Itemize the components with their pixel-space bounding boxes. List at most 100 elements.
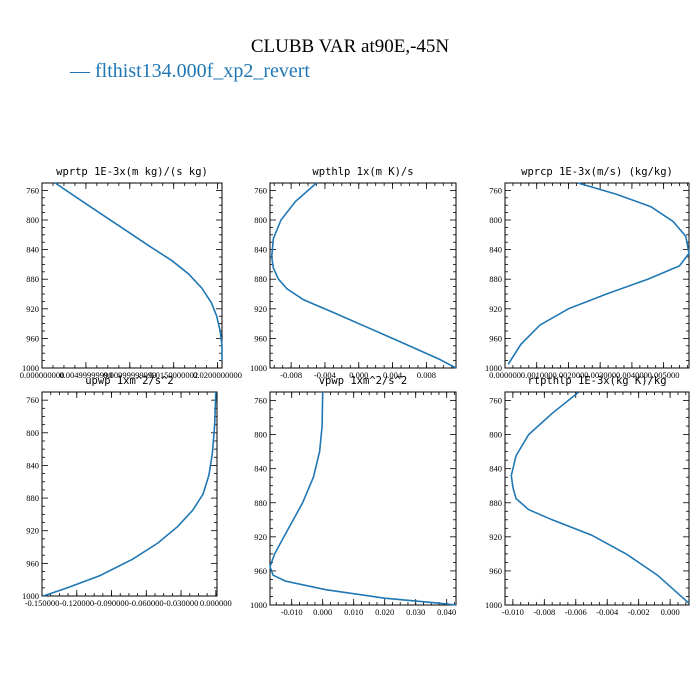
y-tick-label: 800 bbox=[489, 215, 502, 225]
y-tick-label: 760 bbox=[26, 395, 39, 405]
y-tick-label: 840 bbox=[489, 245, 502, 255]
series-line bbox=[54, 182, 223, 361]
legend-entry: — flthist134.000f_xp2_revert bbox=[70, 60, 310, 82]
x-tick-label: 0.040 bbox=[437, 607, 456, 617]
y-tick-label: 920 bbox=[254, 304, 267, 314]
x-tick-label: 0.000000000 bbox=[20, 370, 65, 380]
y-tick-label: 800 bbox=[26, 428, 39, 438]
x-tick-label: -0.008 bbox=[533, 607, 555, 617]
y-tick-label: 840 bbox=[254, 245, 267, 255]
x-tick-label: 0.020 bbox=[375, 607, 394, 617]
x-tick-label: 0.000 bbox=[313, 607, 332, 617]
panel-6: rtpthlp 1E-3x(kg K)/kg 760 800 840 880 920 960… bbox=[485, 375, 690, 617]
series-line bbox=[269, 391, 457, 606]
plot-frame bbox=[504, 182, 690, 369]
x-tick-label: 0.000 bbox=[349, 370, 368, 380]
y-tick-label: 800 bbox=[489, 430, 502, 440]
y-tick-label: 1000 bbox=[250, 600, 267, 610]
x-tick-label: -0.006 bbox=[565, 607, 587, 617]
y-tick-label: 800 bbox=[254, 215, 267, 225]
y-tick-label: 920 bbox=[254, 532, 267, 542]
panel-1: wprtp 1E-3x(m kg)/(s kg) 760 800 840 880 920 9… bbox=[20, 166, 242, 380]
panel-title: wpthlp 1x(m K)/s bbox=[312, 166, 413, 178]
panel-2: wpthlp 1x(m K)/s 760 800 840 880 920 960 1000 -0… bbox=[250, 166, 457, 380]
y-tick-label: 880 bbox=[26, 493, 39, 503]
x-tick-label: 0.001000 bbox=[521, 370, 553, 380]
y-tick-label: 880 bbox=[254, 498, 267, 508]
chart-title: CLUBB VAR at90E,-45N bbox=[250, 36, 450, 57]
series-line bbox=[507, 182, 690, 365]
y-tick-label: 800 bbox=[254, 430, 267, 440]
y-tick-label: 760 bbox=[254, 185, 267, 195]
x-tick-label: -0.010 bbox=[281, 607, 303, 617]
x-tick-label: 0.00499999990 bbox=[59, 370, 112, 380]
y-tick-label: 760 bbox=[489, 396, 502, 406]
y-tick-label: 920 bbox=[489, 532, 502, 542]
x-tick-label: 0.010 bbox=[344, 607, 363, 617]
x-tick-label: -0.090000 bbox=[94, 598, 129, 608]
panel-4: upwp 1xm^2/s^27608008408809209601000-0.1… bbox=[22, 375, 232, 608]
y-tick-label: 920 bbox=[26, 526, 39, 536]
panel-title: wprtp 1E-3x(m kg)/(s kg) bbox=[56, 166, 208, 178]
y-tick-label: 800 bbox=[26, 215, 39, 225]
plot-frame bbox=[41, 391, 218, 597]
panel-3: wprcp 1E-3x(m/s) (kg/kg) 760 800 840 880 920 9… bbox=[485, 166, 690, 380]
y-tick-label: 880 bbox=[254, 274, 267, 284]
x-tick-label: -0.030000 bbox=[164, 598, 199, 608]
x-tick-label: 0.000000 bbox=[200, 598, 232, 608]
plot-frame bbox=[41, 182, 223, 369]
y-tick-label: 1000 bbox=[485, 363, 502, 373]
plot-frame bbox=[269, 391, 457, 606]
y-tick-label: 960 bbox=[254, 566, 267, 576]
x-tick-label: -0.060000 bbox=[129, 598, 164, 608]
x-tick-label: 0.003000 bbox=[584, 370, 616, 380]
panel-title: rtpthlp 1E-3x(kg K)/kg bbox=[527, 375, 666, 387]
y-tick-label: 1000 bbox=[250, 363, 267, 373]
x-tick-label: 0.002000 bbox=[553, 370, 585, 380]
plot-frame bbox=[269, 182, 457, 369]
x-tick-label: 0.008 bbox=[417, 370, 436, 380]
x-tick-label: -0.120000 bbox=[59, 598, 94, 608]
x-tick-label: 0.030 bbox=[406, 607, 425, 617]
x-tick-label: 0.004 bbox=[383, 370, 403, 380]
x-tick-label: -0.008 bbox=[280, 370, 302, 380]
x-tick-label: -0.004 bbox=[596, 607, 619, 617]
y-tick-label: 760 bbox=[26, 185, 39, 195]
series-line bbox=[42, 391, 217, 597]
y-tick-label: 1000 bbox=[485, 600, 502, 610]
y-tick-label: 880 bbox=[26, 274, 39, 284]
series-line bbox=[510, 391, 690, 604]
y-tick-label: 960 bbox=[489, 333, 502, 343]
x-tick-label: -0.150000 bbox=[25, 598, 60, 608]
y-tick-label: 1000 bbox=[22, 591, 39, 601]
y-tick-label: 960 bbox=[26, 558, 39, 568]
x-tick-label: 0.000000 bbox=[489, 370, 521, 380]
y-tick-label: 1000 bbox=[22, 363, 39, 373]
y-tick-label: 840 bbox=[26, 245, 39, 255]
panel-title: wprcp 1E-3x(m/s) (kg/kg) bbox=[521, 166, 673, 178]
y-tick-label: 880 bbox=[489, 274, 502, 284]
panel-5: vpwp 1xm^2/s^2 760 800 840 880 920 960 1000 -0.0… bbox=[250, 375, 457, 617]
x-tick-label: 0.004000 bbox=[616, 370, 648, 380]
x-tick-label: 0.00999999999 bbox=[103, 370, 156, 380]
y-tick-label: 920 bbox=[26, 304, 39, 314]
x-tick-label: 0.0150000002 bbox=[149, 370, 198, 380]
x-tick-label: -0.010 bbox=[502, 607, 524, 617]
y-tick-label: 840 bbox=[254, 464, 267, 474]
panel-title: vpwp 1xm^2/s^2 bbox=[319, 375, 408, 387]
panel-title: upwp 1xm^2/s^2 bbox=[85, 375, 174, 387]
y-tick-label: 960 bbox=[26, 333, 39, 343]
x-tick-label: -0.004 bbox=[314, 370, 337, 380]
y-tick-label: 880 bbox=[489, 498, 502, 508]
y-tick-label: 960 bbox=[489, 566, 502, 576]
y-tick-label: 960 bbox=[254, 333, 267, 343]
x-tick-label: 0.005000 bbox=[648, 370, 680, 380]
plot-frame bbox=[504, 391, 690, 606]
y-tick-label: 840 bbox=[26, 460, 39, 470]
series-line bbox=[270, 182, 457, 369]
x-tick-label: 0.000 bbox=[661, 607, 680, 617]
y-tick-label: 760 bbox=[254, 396, 267, 406]
y-tick-label: 840 bbox=[489, 464, 502, 474]
x-tick-label: 0.0200000000 bbox=[193, 370, 242, 380]
